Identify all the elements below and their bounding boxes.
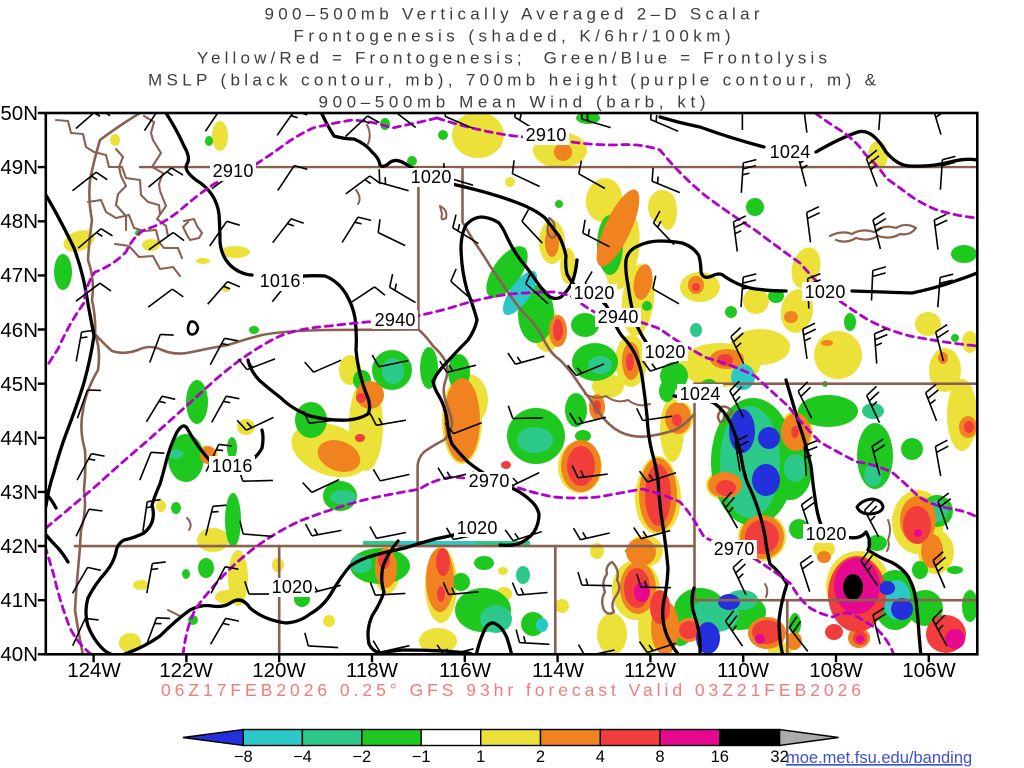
svg-text:114W: 114W — [532, 659, 585, 682]
svg-text:2940: 2940 — [598, 307, 639, 327]
svg-text:1016: 1016 — [212, 456, 253, 476]
svg-text:45N: 45N — [0, 373, 38, 396]
svg-text:1016: 1016 — [260, 271, 301, 291]
svg-text:32: 32 — [770, 748, 788, 766]
svg-text:106W: 106W — [902, 659, 956, 682]
svg-text:118W: 118W — [346, 659, 399, 682]
svg-text:49N: 49N — [0, 156, 38, 179]
svg-text:40N: 40N — [0, 643, 38, 666]
svg-text:1020: 1020 — [574, 283, 615, 303]
svg-text:43N: 43N — [0, 481, 38, 504]
svg-text:46N: 46N — [0, 319, 38, 342]
svg-text:1: 1 — [476, 748, 485, 766]
svg-text:2970: 2970 — [714, 539, 755, 559]
svg-text:Frontogenesis (shaded, K/6hr/1: Frontogenesis (shaded, K/6hr/100km) — [294, 27, 731, 46]
svg-text:2910: 2910 — [213, 161, 254, 181]
svg-text:1020: 1020 — [805, 282, 846, 302]
svg-text:−8: −8 — [234, 748, 253, 766]
svg-text:50N: 50N — [0, 102, 38, 125]
svg-text:48N: 48N — [0, 210, 38, 233]
svg-text:1020: 1020 — [645, 342, 686, 362]
svg-text:108W: 108W — [809, 659, 863, 682]
svg-text:2910: 2910 — [526, 125, 567, 145]
svg-text:1020: 1020 — [411, 167, 452, 187]
svg-text:8: 8 — [655, 748, 664, 766]
svg-text:−4: −4 — [293, 748, 312, 766]
svg-text:41N: 41N — [0, 589, 38, 612]
svg-text:4: 4 — [596, 748, 605, 766]
svg-text:2940: 2940 — [375, 310, 416, 330]
svg-text:moe.met.fsu.edu/banding: moe.met.fsu.edu/banding — [786, 749, 972, 767]
svg-text:112W: 112W — [624, 659, 677, 682]
svg-text:1020: 1020 — [272, 577, 313, 597]
svg-text:44N: 44N — [0, 427, 38, 450]
svg-text:124W: 124W — [67, 659, 121, 682]
svg-text:1020: 1020 — [806, 524, 847, 544]
svg-text:MSLP (black contour, mb), 700m: MSLP (black contour, mb), 700mb height (… — [148, 71, 877, 90]
svg-text:1024: 1024 — [770, 142, 811, 162]
svg-text:16: 16 — [711, 748, 729, 766]
svg-text:122W: 122W — [159, 659, 213, 682]
svg-text:900–500mb Mean Wind (barb, kt): 900–500mb Mean Wind (barb, kt) — [319, 93, 706, 112]
svg-text:Yellow/Red = Frontogenesis; G: Yellow/Red = Frontogenesis; Green/Blue =… — [197, 49, 827, 68]
svg-text:−2: −2 — [352, 748, 371, 766]
svg-text:42N: 42N — [0, 535, 38, 558]
svg-text:1020: 1020 — [457, 518, 498, 538]
svg-text:900–500mb Vertically Averaged: 900–500mb Vertically Averaged 2–D Scalar — [265, 5, 760, 24]
svg-text:06Z17FEB2026 0.25° GFS 93hr fo: 06Z17FEB2026 0.25° GFS 93hr forecast Val… — [161, 680, 861, 700]
svg-text:2970: 2970 — [469, 471, 510, 491]
svg-text:−1: −1 — [412, 748, 431, 766]
svg-text:110W: 110W — [717, 659, 770, 682]
svg-text:47N: 47N — [0, 264, 38, 287]
svg-text:116W: 116W — [439, 659, 492, 682]
svg-text:120W: 120W — [252, 659, 306, 682]
svg-text:2: 2 — [536, 748, 545, 766]
svg-text:1024: 1024 — [680, 384, 721, 404]
